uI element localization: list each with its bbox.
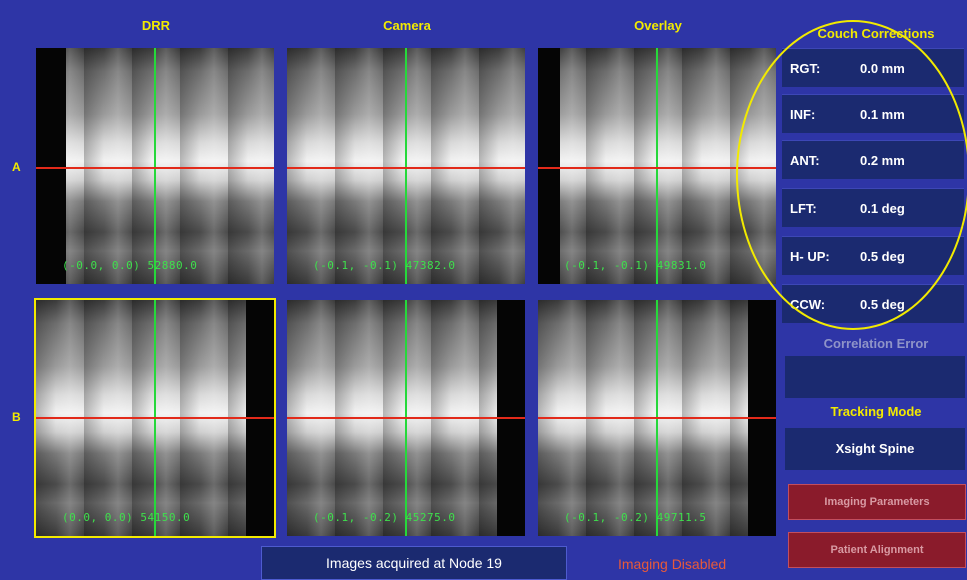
correction-label: LFT: <box>790 201 817 216</box>
image-border <box>538 48 560 284</box>
image-readout: (0.0, 0.0) 54150.0 <box>62 511 191 524</box>
crosshair-horizontal <box>287 167 525 169</box>
tracking-mode-title: Tracking Mode <box>830 404 922 419</box>
correction-value: 0.5 deg <box>860 249 905 264</box>
correction-value: 0.1 mm <box>860 107 905 122</box>
row-label-a: A <box>12 160 21 174</box>
crosshair-horizontal <box>538 167 776 169</box>
image-readout: (-0.1, -0.1) 49831.0 <box>564 259 707 272</box>
image-readout: (-0.1, -0.2) 49711.5 <box>564 511 707 524</box>
header-camera: Camera <box>383 18 431 33</box>
correction-value: 0.1 deg <box>860 201 905 216</box>
correction-value: 0.2 mm <box>860 153 905 168</box>
crosshair-horizontal <box>36 167 274 169</box>
correction-label: INF: <box>790 107 816 122</box>
tracking-mode-value[interactable]: Xsight Spine <box>785 428 965 470</box>
header-drr: DRR <box>141 18 171 33</box>
correction-ant: ANT: 0.2 mm <box>782 140 964 179</box>
correlation-error-title: Correlation Error <box>823 336 929 351</box>
correction-rgt: RGT: 0.0 mm <box>782 48 964 87</box>
crosshair-vertical <box>656 48 658 284</box>
image-drr-a[interactable]: (-0.0, 0.0) 52880.0 <box>36 48 274 284</box>
image-drr-b[interactable]: (0.0, 0.0) 54150.0 <box>34 298 276 538</box>
correction-value: 0.0 mm <box>860 61 905 76</box>
image-overlay-a[interactable]: (-0.1, -0.1) 49831.0 <box>538 48 776 284</box>
image-readout: (-0.1, -0.2) 45275.0 <box>313 511 456 524</box>
correction-label: RGT: <box>790 61 821 76</box>
correction-value: 0.5 deg <box>860 297 905 312</box>
correction-label: ANT: <box>790 153 820 168</box>
correction-h-up: H- UP: 0.5 deg <box>782 236 964 275</box>
image-camera-a[interactable]: (-0.1, -0.1) 47382.0 <box>287 48 525 284</box>
image-border <box>36 48 66 284</box>
crosshair-horizontal <box>538 417 776 419</box>
row-label-b: B <box>12 410 21 424</box>
correction-label: H- UP: <box>790 249 830 264</box>
imaging-parameters-button[interactable]: Imaging Parameters <box>788 484 966 520</box>
crosshair-horizontal <box>287 417 525 419</box>
image-readout: (-0.1, -0.1) 47382.0 <box>313 259 456 272</box>
image-overlay-b[interactable]: (-0.1, -0.2) 49711.5 <box>538 300 776 536</box>
crosshair-vertical <box>154 48 156 284</box>
imaging-status: Imaging Disabled <box>618 556 727 572</box>
crosshair-horizontal <box>36 417 274 419</box>
image-camera-b[interactable]: (-0.1, -0.2) 45275.0 <box>287 300 525 536</box>
image-readout: (-0.0, 0.0) 52880.0 <box>62 259 198 272</box>
correction-label: CCW: <box>790 297 826 312</box>
correlation-error-value <box>785 356 965 398</box>
correction-inf: INF: 0.1 mm <box>782 94 964 133</box>
patient-alignment-button[interactable]: Patient Alignment <box>788 532 966 568</box>
header-overlay: Overlay <box>634 18 682 33</box>
couch-corrections-title: Couch Corrections <box>817 26 935 41</box>
correction-lft: LFT: 0.1 deg <box>782 188 964 227</box>
acquisition-status: Images acquired at Node 19 <box>261 546 567 580</box>
crosshair-vertical <box>405 48 407 284</box>
correction-ccw: CCW: 0.5 deg <box>782 284 964 323</box>
